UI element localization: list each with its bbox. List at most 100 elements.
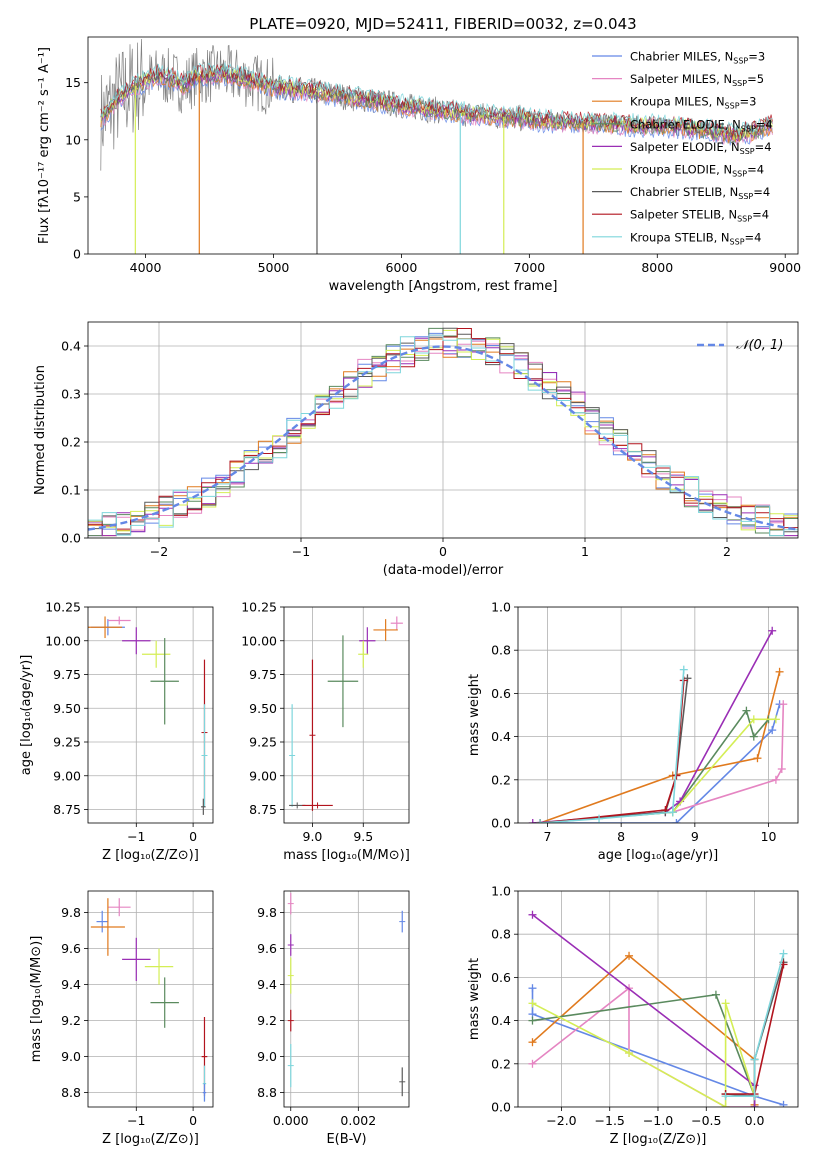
x-tick-label: 0: [439, 544, 447, 559]
weight-marker: [528, 984, 537, 993]
weight-line: [725, 953, 785, 1097]
errorbar-point: [327, 635, 359, 728]
y-tick-label: 9.2: [61, 1013, 81, 1028]
y-tick-label: 9.4: [61, 977, 81, 992]
y-tick-label: 9.6: [61, 941, 81, 956]
y-tick-label: 10.25: [241, 600, 277, 615]
weight-line: [540, 680, 685, 823]
errorbar-point: [122, 627, 151, 655]
ticks: 4000 5000 6000 7000 8000 9000 0 5 10 15: [65, 75, 801, 275]
weight-marker: [753, 754, 762, 763]
chart-age-vs-Z: −1 0 8.75 9.00 9.25 9.50 9.75 10.00 10.25 Z [log₁…: [19, 600, 214, 863]
y-tick-label: 9.2: [257, 1013, 277, 1028]
weight-marker: [768, 726, 777, 735]
errorbar-point: [141, 640, 171, 668]
weight-line: [539, 671, 781, 823]
y-tick-label: 9.25: [53, 735, 81, 750]
gridlines: [518, 891, 798, 1107]
axes-frame: [517, 606, 799, 824]
y-tick-label: 0.3: [61, 387, 81, 402]
weight-marker: [528, 999, 537, 1008]
errorbar-point: [96, 910, 108, 933]
x-tick-label: 0: [189, 1113, 197, 1128]
weight-marker: [779, 700, 788, 709]
errorbar-point: [399, 1067, 406, 1097]
weight-marker: [779, 949, 788, 958]
x-tick-label: 9000: [769, 260, 801, 275]
y-tick-label: 9.00: [249, 768, 277, 783]
x-axis-label: E(B-V): [326, 1132, 366, 1147]
y-tick-label: 1.0: [491, 600, 511, 615]
x-tick-label: −1.5: [595, 1113, 625, 1128]
gridlines: [284, 607, 409, 823]
weight-marker: [721, 999, 730, 1008]
x-axis-label: Z [log₁₀(Z/Z⊙)]: [102, 1132, 199, 1147]
weight-line: [540, 703, 781, 823]
errorbar-point: [309, 659, 316, 811]
y-tick-label: 0: [73, 247, 81, 262]
weight-marker: [721, 1092, 730, 1101]
errorbar-point: [287, 934, 294, 956]
errorbar-point: [287, 892, 294, 915]
x-tick-label: 0.000: [273, 1113, 309, 1128]
weight-line: [531, 954, 756, 1105]
legend-entry: 𝒩(0, 1): [736, 338, 783, 353]
weight-marker: [721, 1103, 730, 1107]
y-tick-label: 8.8: [61, 1085, 81, 1100]
gridlines: [88, 891, 213, 1107]
weight-line: [532, 630, 773, 823]
y-tick-label: 9.75: [249, 667, 277, 682]
weight-marker: [528, 910, 537, 919]
x-tick-label: 1: [581, 544, 589, 559]
y-tick-label: 5: [73, 189, 81, 204]
x-tick-label: −2: [150, 544, 168, 559]
ticks: 9.0 9.5 8.75 9.00 9.25 9.50 9.75 10.00 10.25: [241, 600, 373, 845]
gridlines: [88, 607, 213, 823]
errorbar-point: [390, 616, 403, 630]
errorbar-point: [201, 798, 206, 815]
legend-entry: Salpeter ELODIE, NSSP=4: [630, 140, 772, 156]
y-axis-label: age [log₁₀(age/yr)]: [19, 655, 34, 776]
errorbar-point: [373, 619, 398, 641]
x-axis-label: Z [log₁₀(Z/Z⊙)]: [102, 848, 199, 863]
legend-entry: Chabrier ELODIE, NSSP=4: [630, 117, 773, 133]
x-tick-label: 5000: [258, 260, 290, 275]
chart-weight-vs-Z: −2.0 −1.5 −1.0 −0.5 0.0 0.0 0.2 0.4 0.6 0.8 1.0 Z […: [467, 884, 799, 1147]
weight-line: [532, 1002, 756, 1107]
weight-marker: [668, 808, 677, 817]
x-tick-label: −1: [127, 1113, 145, 1128]
errorbar-point: [201, 704, 208, 807]
x-tick-label: 10: [761, 829, 777, 844]
weight-marker: [771, 715, 780, 724]
x-axis-label: wavelength [Angstrom, rest frame]: [329, 279, 558, 294]
y-tick-label: 9.50: [249, 701, 277, 716]
legend-entry: Chabrier STELIB, NSSP=4: [630, 185, 770, 201]
y-tick-label: 9.00: [53, 768, 81, 783]
x-tick-label: −1: [292, 544, 310, 559]
weight-marker: [711, 990, 720, 999]
gridlines: [284, 891, 409, 1107]
weight-line: [540, 669, 685, 823]
normal-curve: [88, 345, 798, 531]
y-tick-label: 0.4: [491, 729, 511, 744]
weight-marker: [528, 1059, 537, 1068]
weight-marker: [528, 1038, 537, 1047]
y-tick-label: 0.2: [491, 1056, 511, 1071]
weight-marker: [679, 665, 688, 674]
axes-frame: [517, 890, 799, 1108]
y-tick-label: 9.6: [257, 941, 277, 956]
y-tick-label: 0.8: [491, 643, 511, 658]
x-tick-label: 6000: [386, 260, 418, 275]
y-tick-label: 1.0: [491, 884, 511, 899]
y-tick-label: 0.6: [491, 970, 511, 985]
plot-area: [518, 607, 798, 823]
y-tick-label: 9.75: [53, 667, 81, 682]
x-tick-label: 7: [543, 829, 551, 844]
y-tick-label: 0.1: [61, 483, 81, 498]
errorbar-point: [150, 977, 179, 1028]
weight-marker: [625, 1049, 634, 1057]
x-axis-label: mass [log₁₀(M/M⊙)]: [283, 848, 410, 863]
axes-frame: [87, 36, 799, 255]
y-tick-label: 9.0: [257, 1049, 277, 1064]
plot-area: [88, 891, 213, 1107]
